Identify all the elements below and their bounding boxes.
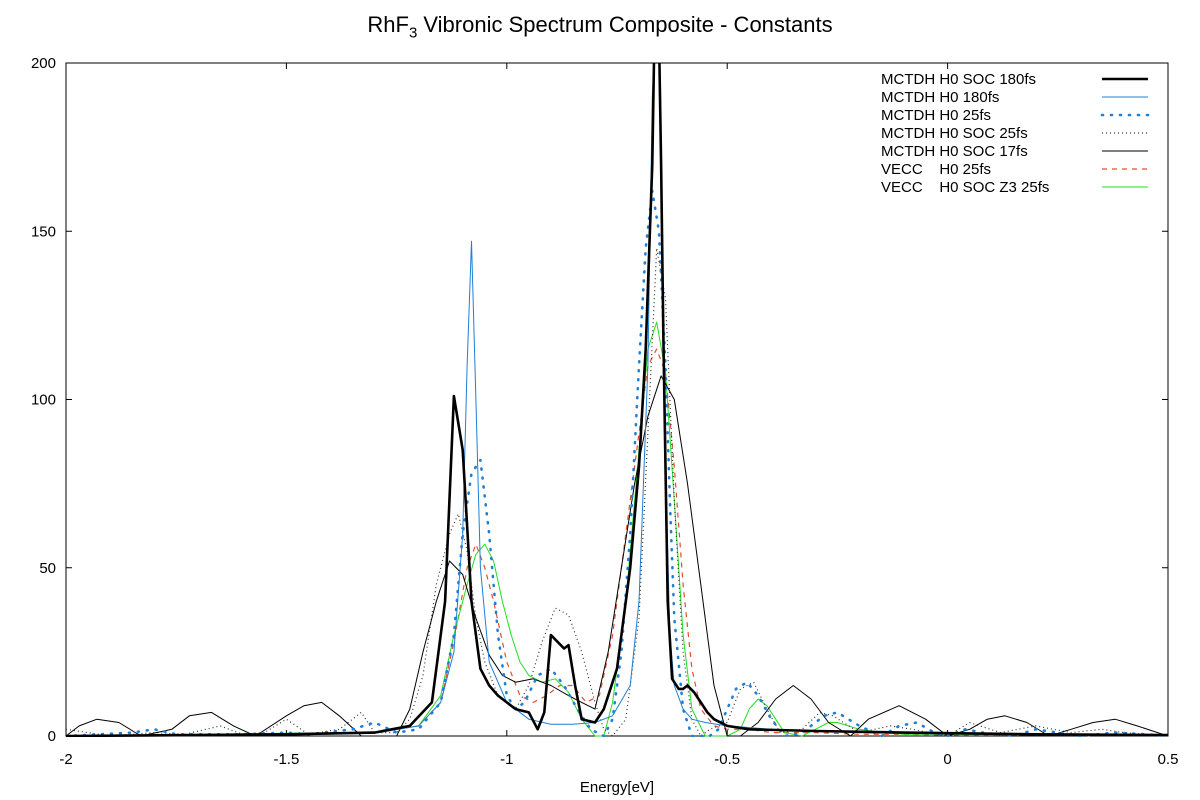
- legend-label: VECC H0 SOC Z3 25fs: [881, 179, 1049, 196]
- series-line: [66, 189, 1168, 737]
- series-line: [66, 348, 1168, 737]
- y-tick-label: 100: [31, 392, 56, 409]
- legend-label: MCTDH H0 25fs: [881, 107, 991, 124]
- series-line: [66, 63, 1168, 737]
- x-tick-label: -1.5: [273, 751, 299, 768]
- plot-frame: [65, 62, 1169, 737]
- y-tick-label: 200: [31, 55, 56, 72]
- legend-label: MCTDH H0 SOC 17fs: [881, 143, 1028, 160]
- x-tick-label: -2: [59, 751, 72, 768]
- legend-label: VECC H0 25fs: [881, 161, 991, 178]
- series-line: [66, 63, 1168, 737]
- y-tick-label: 0: [48, 728, 56, 745]
- y-tick-label: 150: [31, 223, 56, 240]
- axis-ticks: -2 -1.5 -1 -0.5 0 0.5 0 50 100 150 200: [31, 55, 1178, 768]
- series-line: [66, 321, 1168, 737]
- legend-label: MCTDH H0 180fs: [881, 89, 999, 106]
- x-tick-label: 0.5: [1158, 751, 1179, 768]
- x-axis-label: Energy[eV]: [580, 779, 654, 796]
- series-lines: [66, 63, 1168, 737]
- x-tick-label: -1: [500, 751, 513, 768]
- legend-label: MCTDH H0 SOC 180fs: [881, 71, 1036, 88]
- chart-title: RhF3 Vibronic Spectrum Composite - Const…: [367, 12, 833, 42]
- x-tick-label: -0.5: [714, 751, 740, 768]
- x-tick-label: 0: [943, 751, 951, 768]
- y-tick-label: 50: [39, 560, 56, 577]
- series-line: [66, 375, 1168, 737]
- legend-label: MCTDH H0 SOC 25fs: [881, 125, 1028, 142]
